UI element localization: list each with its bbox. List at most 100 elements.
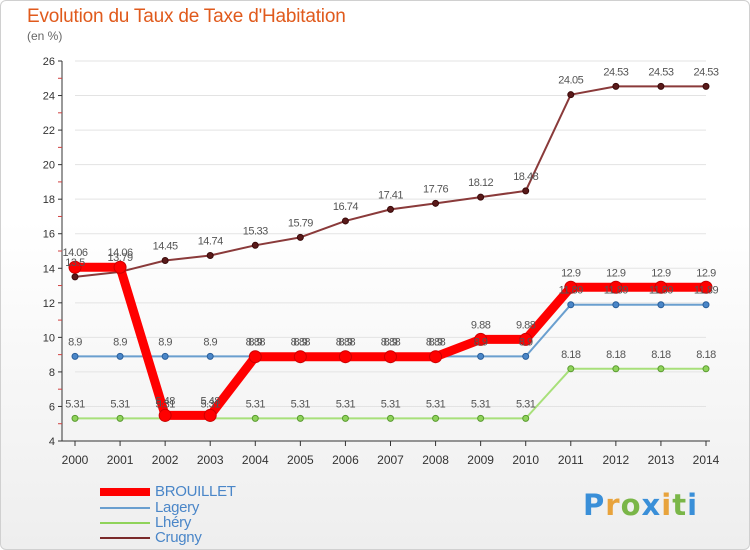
y-tick-label: 10 (43, 332, 55, 344)
data-label: 8.88 (291, 337, 311, 349)
y-tick-label: 14 (43, 263, 55, 275)
data-label: 5.31 (426, 398, 446, 410)
data-label: 8.18 (561, 349, 581, 361)
legend-label-crugny: Crugny (155, 529, 202, 546)
logo-letter: o (620, 488, 642, 522)
x-tick-label: 2007 (377, 453, 404, 467)
data-label: 16.74 (333, 201, 358, 213)
legend-swatch-brouillet (100, 488, 150, 496)
y-tick-label: 20 (43, 160, 55, 172)
data-point (71, 414, 79, 422)
data-point (477, 352, 485, 360)
legend-label-lhery: Lhéry (155, 514, 192, 531)
data-label: 17.41 (378, 189, 403, 201)
data-label: 24.53 (603, 66, 628, 78)
data-point (657, 301, 665, 309)
logo-letter: P (583, 488, 606, 522)
data-label: 9.88 (516, 319, 536, 331)
data-point (158, 408, 172, 422)
data-point (338, 350, 352, 364)
legend-label-brouillet: BROUILLET (155, 483, 236, 500)
data-point (522, 414, 530, 422)
data-point (567, 301, 575, 309)
data-label: 8.9 (519, 336, 533, 348)
x-tick-label: 2009 (467, 453, 494, 467)
data-label: 8.18 (606, 349, 626, 361)
data-label: 14.06 (62, 247, 87, 259)
data-label: 8.9 (203, 336, 217, 348)
y-tick-label: 18 (43, 194, 55, 206)
data-point (612, 365, 620, 373)
data-point (609, 280, 623, 294)
y-tick-label: 6 (49, 401, 55, 413)
data-point (477, 193, 485, 201)
data-point (702, 82, 710, 90)
data-point (432, 199, 440, 207)
data-point (522, 352, 530, 360)
legend-swatch-lhery (100, 522, 150, 524)
data-label: 24.05 (558, 75, 583, 87)
legend-item-crugny: Crugny (100, 529, 300, 546)
data-point (251, 241, 259, 249)
data-point (251, 414, 259, 422)
data-point (432, 414, 440, 422)
data-label: 12.9 (561, 267, 581, 279)
data-label: 11.89 (604, 285, 629, 297)
x-tick-label: 2008 (422, 453, 449, 467)
data-label: 5.31 (291, 398, 311, 410)
data-point (429, 350, 443, 364)
data-label: 14.06 (108, 247, 133, 259)
data-point (296, 414, 304, 422)
data-label: 5.31 (65, 398, 85, 410)
data-point (341, 217, 349, 225)
data-label: 12.9 (696, 267, 716, 279)
y-tick-label: 12 (43, 298, 55, 310)
data-label: 13.79 (108, 252, 133, 264)
logo-letter: r (605, 488, 621, 522)
data-label: 13.5 (65, 257, 85, 269)
data-point (206, 352, 214, 360)
x-tick-label: 2005 (287, 453, 314, 467)
x-tick-label: 2011 (558, 453, 584, 467)
legend-swatch-lagery (100, 507, 150, 509)
data-label: 12.9 (651, 267, 671, 279)
data-label: 11.89 (649, 285, 674, 297)
legend-item-brouillet: BROUILLET (100, 483, 300, 500)
data-label: 18.48 (513, 171, 538, 183)
data-label: 8.88 (381, 337, 401, 349)
data-point (71, 273, 79, 281)
data-label: 8.9 (384, 336, 398, 348)
x-tick-label: 2013 (648, 453, 675, 467)
data-point (71, 352, 79, 360)
data-point (384, 350, 397, 364)
data-label: 8.88 (336, 337, 356, 349)
data-label: 5.31 (201, 398, 221, 410)
y-tick-label: 26 (43, 56, 55, 68)
y-tick-label: 16 (43, 229, 55, 241)
logo-letter: x (641, 488, 662, 522)
data-label: 8.88 (426, 337, 446, 349)
x-tick-label: 2014 (693, 453, 720, 467)
data-point (296, 233, 304, 241)
legend-item-lagery: Lagery (100, 499, 300, 516)
data-label: 8.9 (339, 336, 353, 348)
x-tick-label: 2002 (152, 453, 179, 467)
proxiti-logo: Proxiti (583, 488, 698, 522)
data-label: 5.31 (516, 398, 536, 410)
data-point (341, 414, 349, 422)
data-label: 15.79 (288, 217, 313, 229)
data-point (203, 408, 217, 422)
data-point (248, 350, 262, 364)
legend-swatch-crugny (100, 537, 150, 539)
data-point (206, 251, 214, 259)
data-label: 11.89 (559, 285, 584, 297)
data-label: 5.31 (471, 398, 491, 410)
y-tick-label: 24 (43, 91, 55, 103)
data-label: 14.45 (153, 241, 178, 253)
data-label: 24.53 (648, 66, 673, 78)
data-point (702, 365, 710, 373)
y-tick-label: 4 (49, 436, 55, 448)
data-label: 5.31 (246, 398, 266, 410)
data-label: 8.9 (158, 336, 172, 348)
